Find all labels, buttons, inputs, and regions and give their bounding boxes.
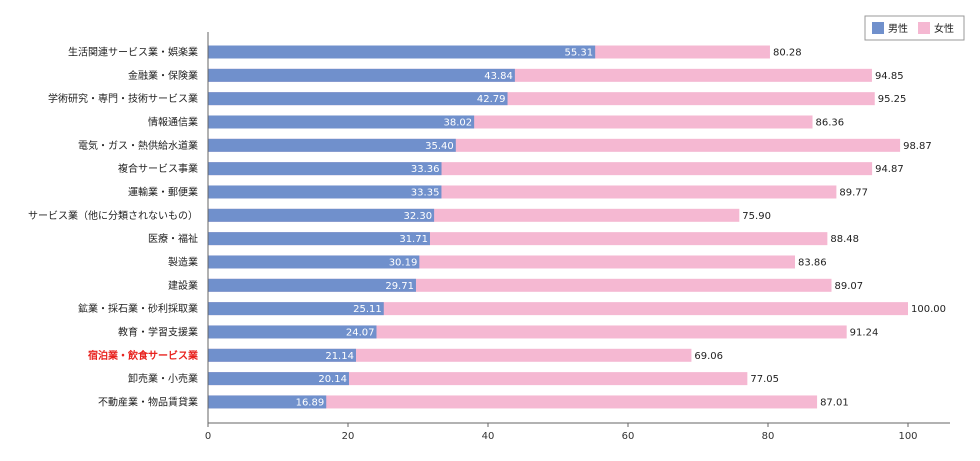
bar-male	[208, 138, 456, 152]
legend-swatch-male	[872, 22, 884, 34]
x-tick-label: 0	[205, 431, 211, 442]
value-labels: 55.31 80.28 43.84 94.85 42.79 95.25 38.02 86.36…	[296, 48, 946, 409]
bar-male	[208, 255, 420, 269]
value-label-male: 31.71	[399, 234, 428, 245]
value-label-male: 42.79	[477, 94, 506, 105]
value-label-female: 87.01	[820, 397, 849, 408]
bar-male	[208, 325, 377, 339]
x-tick-label: 20	[342, 431, 355, 442]
x-ticks: 0 20 40 60 80 100	[205, 423, 918, 442]
x-tick-label: 60	[622, 431, 635, 442]
bar-male	[208, 162, 442, 176]
bar-male	[208, 302, 384, 316]
value-label-female: 94.85	[875, 71, 904, 82]
value-label-female: 88.48	[830, 234, 859, 245]
value-label-male: 32.30	[403, 211, 432, 222]
category-label: 情報通信業	[148, 115, 198, 128]
category-label: 建設業	[168, 279, 198, 292]
value-label-female: 86.36	[816, 117, 845, 128]
value-label-female: 91.24	[850, 327, 879, 338]
legend-label-female: 女性	[934, 22, 954, 35]
legend: 男性 女性	[864, 15, 965, 41]
bar-male	[208, 68, 515, 82]
value-label-male: 33.36	[411, 164, 440, 175]
bar-male	[208, 372, 349, 386]
value-label-female: 95.25	[878, 94, 907, 105]
value-label-female: 83.86	[798, 257, 827, 268]
value-label-female: 89.07	[834, 281, 863, 292]
category-label: 学術研究・専門・技術サービス業	[48, 92, 198, 105]
value-label-female: 75.90	[742, 211, 771, 222]
value-label-female: 89.77	[839, 187, 868, 198]
category-label: 複合サービス事業	[118, 162, 198, 175]
category-label: サービス業（他に分類されないもの）	[28, 209, 198, 222]
category-labels: 生活関連サービス業・娯楽業金融業・保険業学術研究・専門・技術サービス業情報通信業…	[28, 46, 199, 409]
value-label-male: 25.11	[353, 304, 382, 315]
category-label: 教育・学習支援業	[118, 325, 198, 338]
category-label: 宿泊業・飲食サービス業	[88, 349, 199, 362]
x-tick-label: 40	[482, 431, 495, 442]
legend-swatch-female	[918, 22, 930, 34]
value-label-male: 35.40	[425, 141, 454, 152]
category-label: 生活関連サービス業・娯楽業	[68, 46, 198, 59]
value-label-male: 21.14	[325, 351, 354, 362]
category-label: 金融業・保険業	[128, 69, 198, 82]
x-tick-label: 80	[762, 431, 775, 442]
category-label: 卸売業・小売業	[128, 372, 198, 385]
series-male	[208, 45, 596, 409]
value-label-male: 20.14	[318, 374, 347, 385]
bar-male	[208, 208, 435, 222]
bar-male	[208, 348, 356, 362]
value-label-male: 43.84	[484, 71, 513, 82]
category-label: 鉱業・採石業・砂利採取業	[78, 302, 198, 315]
value-label-male: 33.35	[411, 187, 440, 198]
value-label-male: 30.19	[389, 257, 418, 268]
x-tick-label: 100	[898, 431, 917, 442]
value-label-female: 94.87	[875, 164, 904, 175]
value-label-female: 100.00	[911, 304, 946, 315]
bar-male	[208, 278, 416, 292]
category-label: 医療・福祉	[148, 232, 198, 245]
value-label-male: 24.07	[346, 327, 375, 338]
bar-male	[208, 232, 430, 246]
bar-male	[208, 92, 508, 106]
bar-male	[208, 185, 442, 199]
category-label: 不動産業・物品賃貸業	[98, 395, 198, 408]
axes	[207, 32, 950, 424]
value-label-female: 80.28	[773, 48, 802, 59]
legend-label-male: 男性	[888, 22, 908, 35]
value-label-male: 29.71	[385, 281, 414, 292]
bar-female	[208, 395, 818, 409]
bar-male	[208, 115, 475, 129]
bar-male	[208, 45, 596, 59]
value-label-female: 69.06	[694, 351, 723, 362]
value-label-female: 77.05	[750, 374, 779, 385]
value-label-female: 98.87	[903, 141, 932, 152]
value-label-male: 16.89	[296, 397, 325, 408]
category-label: 製造業	[168, 255, 198, 268]
value-label-male: 38.02	[443, 117, 472, 128]
category-label: 運輸業・郵便業	[128, 185, 198, 198]
value-label-male: 55.31	[565, 48, 594, 59]
bar-male	[208, 395, 327, 409]
category-label: 電気・ガス・熱供給水道業	[78, 139, 198, 152]
